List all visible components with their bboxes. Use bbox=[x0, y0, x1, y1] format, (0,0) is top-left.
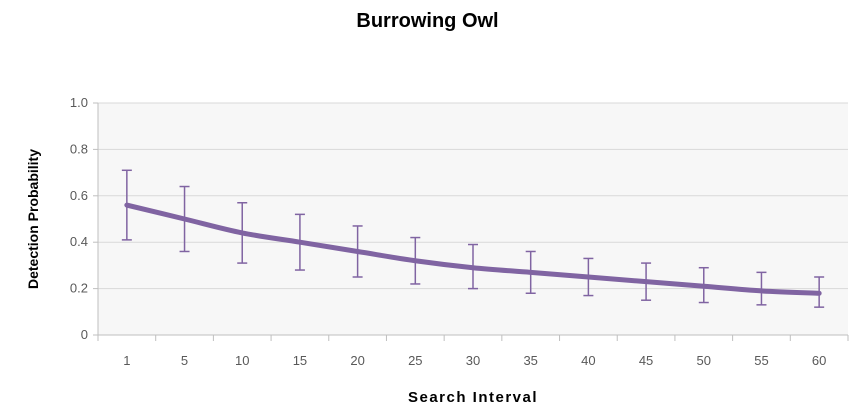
y-tick-label: 0.4 bbox=[70, 234, 88, 249]
y-tick-label: 0.8 bbox=[70, 141, 88, 156]
x-tick-label: 25 bbox=[408, 353, 422, 368]
x-tick-label: 1 bbox=[123, 353, 130, 368]
x-tick-labels: 1 5 10 15 20 25 30 35 40 45 50 55 60 bbox=[123, 353, 826, 368]
axes bbox=[93, 102, 849, 341]
x-tick-label: 10 bbox=[235, 353, 249, 368]
x-tick-label: 5 bbox=[181, 353, 188, 368]
y-axis-title: Detection Probability bbox=[25, 149, 41, 289]
y-tick-label: 0.6 bbox=[70, 188, 88, 203]
y-tick-label: 1.0 bbox=[70, 95, 88, 110]
x-tick-label: 50 bbox=[697, 353, 711, 368]
y-tick-label: 0 bbox=[81, 327, 88, 342]
x-tick-label: 45 bbox=[639, 353, 653, 368]
x-tick-label: 55 bbox=[754, 353, 768, 368]
y-tick-labels: 0 0.2 0.4 0.6 0.8 1.0 bbox=[70, 95, 88, 342]
chart-title: Burrowing Owl bbox=[356, 10, 499, 32]
y-tick-label: 0.2 bbox=[70, 281, 88, 296]
x-tick-label: 35 bbox=[523, 353, 537, 368]
x-tick-label: 60 bbox=[812, 353, 826, 368]
x-tick-label: 20 bbox=[350, 353, 364, 368]
series-line bbox=[124, 202, 822, 296]
x-tick-label: 15 bbox=[293, 353, 307, 368]
x-tick-label: 40 bbox=[581, 353, 595, 368]
plot-area bbox=[98, 103, 848, 335]
x-axis-title: Search Interval bbox=[408, 389, 538, 406]
x-tick-label: 30 bbox=[466, 353, 480, 368]
